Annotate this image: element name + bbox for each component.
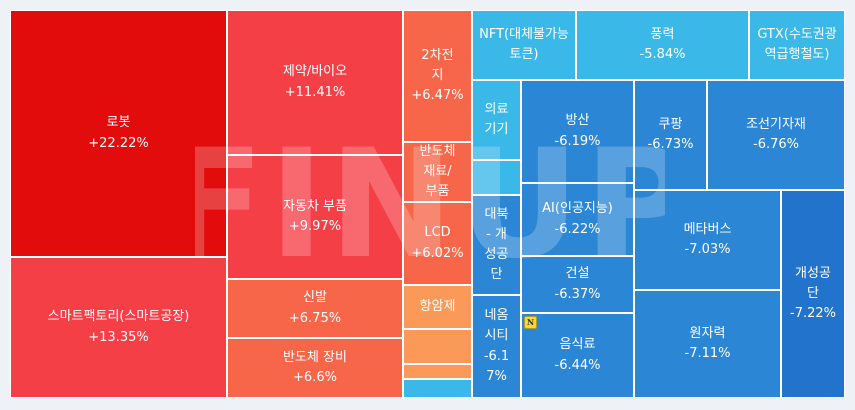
tile-label: NFT(대체불가능토큰)	[479, 26, 569, 62]
tile-label: 네옴시티	[484, 308, 509, 344]
tile-change: +22.22%	[88, 135, 149, 151]
tile-label: GTX(수도권광역급행철도)	[757, 26, 837, 62]
tile-label: 반도체 장비	[283, 349, 347, 365]
tile-label: 개성공단	[795, 265, 831, 301]
tile-label: 신발	[303, 290, 327, 306]
tile-label: 건설	[565, 266, 590, 282]
treemap-tile[interactable]: 쿠팡 -6.73%	[634, 80, 707, 190]
treemap-tile[interactable]: 2차전지 +6.47%	[403, 10, 472, 142]
tile-label: 의료기기	[484, 101, 509, 137]
treemap-tile[interactable]: 풍력 -5.84%	[576, 10, 749, 80]
tile-label: 쿠팡	[658, 116, 683, 132]
treemap-tile[interactable]: 반도체 재료/부품	[403, 142, 472, 202]
tile-label: 풍력	[650, 26, 675, 42]
treemap-tile[interactable]: 의료기기	[472, 80, 521, 160]
tile-change: -7.11%	[684, 346, 731, 361]
tile-label: 메타버스	[683, 221, 732, 237]
tile-change: -6.76%	[753, 137, 799, 152]
treemap-tile[interactable]: 조선기자재 -6.76%	[707, 80, 845, 190]
treemap-tile[interactable]: 로봇 +22.22%	[10, 10, 227, 257]
tile-label: LCD	[424, 225, 451, 241]
treemap-tile[interactable]: 방산 -6.19%	[521, 80, 634, 183]
tile-change: -6.44%	[554, 357, 601, 373]
tile-label: 항암제	[419, 298, 456, 314]
tile-label: AI(인공지능)	[542, 201, 613, 217]
treemap-tile[interactable]: 스마트팩토리(스마트공장) +13.35%	[10, 257, 227, 398]
treemap-tile[interactable]: 네옴시티 -6.17%	[472, 295, 521, 398]
treemap-tile[interactable]: 음식료 -6.44%	[521, 313, 634, 398]
tile-change: +6.75%	[288, 310, 342, 326]
tile-change: -5.84%	[639, 47, 686, 62]
tile-change: -6.17%	[483, 348, 510, 384]
tile-change: -6.19%	[554, 133, 601, 149]
tile-change: -6.22%	[554, 221, 601, 237]
treemap-tile[interactable]: 원자력 -7.11%	[634, 290, 781, 398]
treemap-tile[interactable]	[472, 160, 521, 195]
tile-change: -6.37%	[554, 286, 601, 302]
treemap-tile[interactable]	[403, 329, 472, 364]
tile-change: +6.47%	[411, 88, 464, 104]
tile-label: 스마트팩토리(스마트공장)	[47, 309, 190, 325]
treemap-tile[interactable]: 반도체 장비 +6.6%	[227, 338, 403, 398]
treemap-tile[interactable]: 건설 -6.37%	[521, 256, 634, 313]
treemap-tile[interactable]: 신발 +6.75%	[227, 279, 403, 338]
tile-change: +9.97%	[288, 219, 342, 234]
tile-label: 원자력	[689, 325, 726, 341]
treemap-tile[interactable]	[403, 364, 472, 379]
tile-label: 제약/바이오	[282, 64, 348, 80]
treemap-tile[interactable]	[403, 379, 472, 398]
tile-change: -7.03%	[684, 242, 731, 257]
tile-label: 대북 - 개성공단	[484, 206, 509, 283]
treemap-tile[interactable]: 대북 - 개성공단	[472, 195, 521, 295]
treemap-tile[interactable]: LCD +6.02%	[403, 202, 472, 285]
tile-change: -6.73%	[647, 137, 694, 152]
tile-label: 자동차 부품	[283, 198, 347, 214]
treemap-tile[interactable]: 개성공단 -7.22%	[781, 190, 845, 398]
tile-change: -7.22%	[790, 306, 836, 322]
tile-label: 음식료	[559, 337, 596, 353]
treemap-tile[interactable]: 자동차 부품 +9.97%	[227, 155, 403, 279]
treemap-tile[interactable]: 제약/바이오 +11.41%	[227, 10, 403, 155]
treemap-tile[interactable]: GTX(수도권광역급행철도)	[749, 10, 845, 80]
tile-label: 로봇	[106, 115, 131, 131]
tile-label: 반도체 재료/부품	[419, 143, 456, 200]
tile-change: +11.41%	[284, 84, 346, 100]
tile-change: +6.02%	[411, 245, 464, 261]
treemap-tile[interactable]: 메타버스 -7.03%	[634, 190, 781, 290]
tile-label: 방산	[565, 113, 590, 129]
treemap-tile[interactable]: AI(인공지능) -6.22%	[521, 183, 634, 256]
treemap-tile[interactable]: 항암제	[403, 285, 472, 329]
tile-change: +6.6%	[293, 370, 337, 385]
treemap-tile[interactable]: NFT(대체불가능토큰)	[472, 10, 576, 80]
tile-change: +13.35%	[88, 329, 149, 345]
news-badge-icon[interactable]: N	[524, 316, 537, 329]
tile-label: 2차전지	[421, 47, 454, 83]
tile-label: 조선기자재	[746, 116, 806, 132]
